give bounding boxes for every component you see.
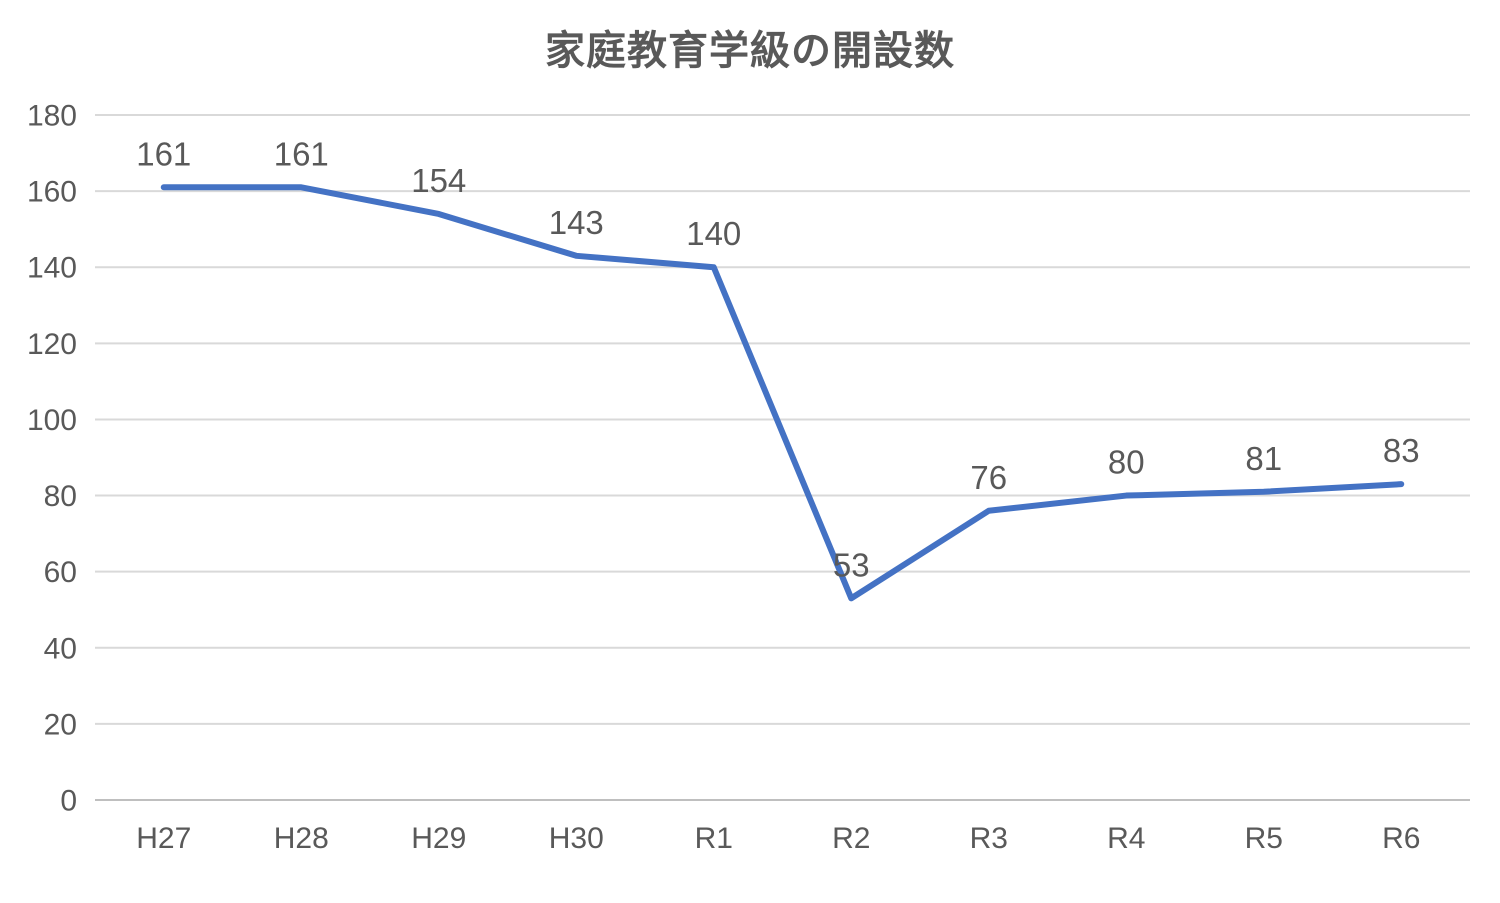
y-tick-label: 180 <box>27 100 77 133</box>
data-label: 76 <box>970 459 1007 496</box>
chart-title: 家庭教育学級の開設数 <box>0 18 1500 76</box>
data-label: 140 <box>686 215 741 252</box>
x-tick-label: R6 <box>1382 822 1420 855</box>
x-tick-label: R4 <box>1107 822 1145 855</box>
data-label: 80 <box>1108 444 1145 481</box>
y-tick-label: 60 <box>44 556 77 589</box>
line-chart: 家庭教育学級の開設数 0 20 40 60 80 100 120 140 160 180 161 16… <box>0 0 1500 903</box>
x-tick-label: H29 <box>411 822 466 855</box>
x-tick-label: R2 <box>832 822 870 855</box>
y-tick-label: 100 <box>27 404 77 437</box>
x-tick-label: H28 <box>274 822 329 855</box>
y-tick-label: 80 <box>44 480 77 513</box>
data-label: 161 <box>136 135 191 172</box>
series-line <box>164 187 1402 598</box>
x-tick-label: R1 <box>695 822 733 855</box>
chart-svg: 0 20 40 60 80 100 120 140 160 180 161 161 154 143 140 5… <box>0 0 1500 903</box>
data-label: 143 <box>549 204 604 241</box>
data-label: 53 <box>833 546 870 583</box>
y-tick-label: 120 <box>27 328 77 361</box>
x-tick-label: H27 <box>136 822 191 855</box>
data-label: 154 <box>411 162 466 199</box>
x-tick-label: H30 <box>549 822 604 855</box>
y-tick-label: 160 <box>27 176 77 209</box>
data-label: 83 <box>1383 432 1420 469</box>
y-tick-label: 0 <box>60 785 77 818</box>
y-tick-label: 140 <box>27 252 77 285</box>
x-tick-label: R3 <box>970 822 1008 855</box>
y-tick-label: 40 <box>44 632 77 665</box>
data-label: 81 <box>1245 440 1282 477</box>
x-tick-label: R5 <box>1245 822 1283 855</box>
data-label: 161 <box>274 135 329 172</box>
y-tick-label: 20 <box>44 708 77 741</box>
